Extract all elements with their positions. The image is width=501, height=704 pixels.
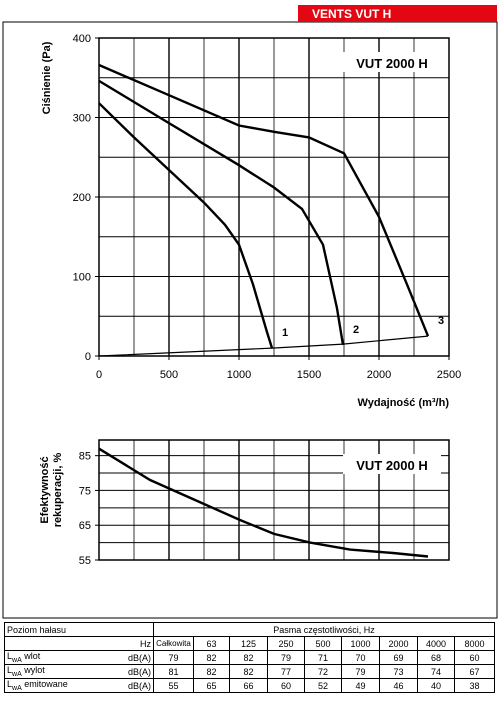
brand: VENTS VUT H (312, 7, 391, 21)
cell: 67 (454, 664, 495, 679)
row: Hz Całkowita 63 125 250 500 1000 2000 4000 8000 (4, 636, 495, 651)
brand-bar (298, 5, 497, 22)
curve-label: 3 (438, 315, 444, 327)
cell: 82 (229, 650, 268, 665)
label-part: wA (12, 656, 22, 664)
cell: 82 (229, 664, 268, 679)
x-tick-label: 1000 (227, 369, 251, 381)
curve (98, 447, 429, 558)
cell: 77 (267, 664, 305, 679)
y-tick-label: 100 (73, 272, 91, 284)
cell: 79 (153, 650, 194, 665)
cell: 250 (267, 636, 305, 651)
y-tick-label: 400 (73, 33, 91, 45)
row: LwA wlot dB(A) 79 82 82 79 71 70 69 68 60 (4, 650, 495, 665)
cell: Pasma częstotliwości, Hz (153, 622, 495, 637)
cell: Poziom hałasu (4, 622, 154, 637)
curve-label: 2 (353, 324, 359, 336)
title-box (343, 454, 441, 474)
cell: 81 (153, 664, 194, 679)
y-tick-label: 75 (79, 485, 91, 497)
cell: 52 (304, 678, 342, 693)
curve (98, 102, 274, 349)
chart-title: VUT 2000 H (356, 458, 428, 473)
cell: 55 (153, 678, 194, 693)
x-axis-label: Wydajność (m³/h) (358, 397, 450, 409)
cell: 40 (417, 678, 455, 693)
row: LwA emitowane dB(A) 55 65 66 60 52 49 46 40 38 (4, 678, 495, 693)
x-tick-label: 0 (96, 369, 102, 381)
cell: 79 (267, 650, 305, 665)
row: LwA wylot dB(A) 81 82 82 77 72 79 73 74 67 (4, 664, 495, 679)
cell: 60 (454, 650, 495, 665)
cell: Hz (101, 636, 154, 651)
label-part: wA (12, 670, 22, 678)
label-part: wylot (24, 665, 45, 676)
cell: 1000 (341, 636, 380, 651)
cell: 8000 (454, 636, 495, 651)
cell: dB(A) (101, 678, 154, 693)
cell: 38 (454, 678, 495, 693)
cell: 60 (267, 678, 305, 693)
y-axis-label: Ciśnienie (Pa) (41, 41, 53, 114)
y-tick-label: 65 (79, 520, 91, 532)
y-tick-label: 300 (73, 113, 91, 125)
cell: 71 (304, 650, 342, 665)
curve (98, 335, 429, 357)
y-axis-label: Efektywność (39, 456, 51, 523)
x-tick-label: 2000 (367, 369, 391, 381)
label-part: L (7, 665, 13, 676)
label-part: wA (12, 684, 22, 692)
cell: 82 (193, 650, 230, 665)
cell: LwA wylot (4, 664, 101, 679)
noise-table: Poziom hałasu Pasma częstotliwości, Hz Hz C… (4, 622, 495, 693)
y-tick-label: 0 (85, 351, 91, 363)
x-tick-label: 500 (160, 369, 178, 381)
cell: 66 (229, 678, 268, 693)
curve-label: 1 (282, 327, 288, 339)
charts: VENTS VUT H 0 100 200 300 400 0 500 1000 1500 200… (2, 5, 498, 619)
frame (2, 21, 498, 619)
label-part: wlot (24, 651, 41, 662)
cell: dB(A) (101, 664, 154, 679)
cell: 65 (193, 678, 230, 693)
label-part: L (7, 651, 13, 662)
curve (98, 79, 345, 346)
label-part: emitowane (24, 679, 68, 690)
x-tick-label: 2500 (437, 369, 461, 381)
cell: LwA wlot (4, 650, 101, 665)
title-box (343, 52, 441, 72)
curve (98, 63, 430, 337)
cell: 2000 (379, 636, 418, 651)
cell: LwA emitowane (4, 678, 101, 693)
cell: 74 (417, 664, 455, 679)
cell: 500 (304, 636, 342, 651)
cell: 79 (341, 664, 380, 679)
cell (4, 636, 101, 651)
cell: Całkowita (153, 636, 194, 651)
chart-title: VUT 2000 H (356, 56, 428, 71)
x-tick-label: 1500 (297, 369, 321, 381)
cell: 125 (229, 636, 268, 651)
cell: 73 (379, 664, 418, 679)
cell: dB(A) (101, 650, 154, 665)
cell: 82 (193, 664, 230, 679)
y-axis-label: rekuperacji, % (52, 452, 64, 527)
cell: 68 (417, 650, 455, 665)
cell: 46 (379, 678, 418, 693)
cell: 72 (304, 664, 342, 679)
row: Poziom hałasu Pasma częstotliwości, Hz (4, 622, 495, 637)
cell: 70 (341, 650, 380, 665)
label-part: L (7, 679, 13, 690)
cell: 4000 (417, 636, 455, 651)
cell: 63 (193, 636, 230, 651)
y-tick-label: 200 (73, 192, 91, 204)
cell: 49 (341, 678, 380, 693)
y-tick-label: 85 (79, 451, 91, 463)
cell: 69 (379, 650, 418, 665)
y-tick-label: 55 (79, 555, 91, 567)
